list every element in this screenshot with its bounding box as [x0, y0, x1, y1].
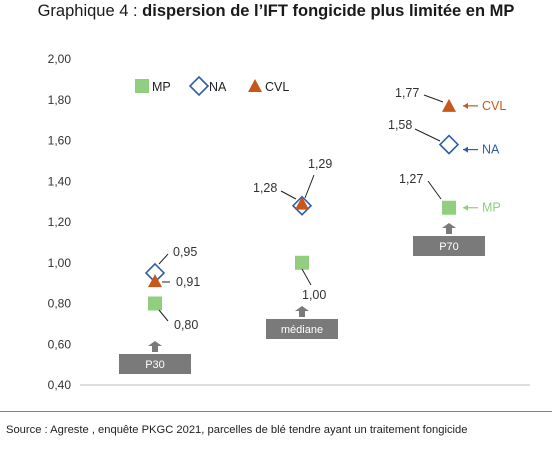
y-tick-label: 0,60	[48, 337, 72, 351]
up-arrow-icon	[442, 223, 456, 234]
legend-marker-mp	[135, 79, 149, 93]
y-tick-label: 1,20	[48, 215, 72, 229]
y-tick-label: 1,60	[48, 134, 72, 148]
data-label: 1,27	[399, 172, 423, 186]
point-cvl	[148, 274, 162, 288]
legend-marker-na	[188, 75, 210, 97]
leader-line	[423, 94, 444, 103]
arrow-label-na: NA	[482, 143, 500, 157]
data-label: 1,29	[308, 157, 332, 171]
data-label: 1,00	[302, 288, 326, 302]
source-divider	[0, 411, 552, 412]
point-mp	[442, 200, 456, 215]
leader-line	[158, 309, 169, 322]
source-note: Source : Agreste , enquête PKGC 2021, pa…	[6, 424, 468, 436]
data-label: 0,80	[174, 318, 198, 332]
arrow-head-icon	[463, 204, 468, 211]
category-box	[413, 236, 485, 256]
up-arrow-icon	[295, 306, 309, 317]
data-label: 0,95	[173, 245, 197, 259]
leader-line	[414, 128, 441, 142]
arrow-label-cvl: CVL	[482, 99, 506, 113]
y-tick-label: 0,40	[48, 378, 72, 392]
point-cvl	[295, 196, 309, 210]
chart-area: 0,40 0,60 0,80 1,00 1,20 1,40 1,60 1,80 2,00 MP NA…	[48, 52, 530, 392]
y-tick-label: 1,00	[48, 256, 72, 270]
category-label: médiane	[281, 324, 323, 336]
y-tick-label: 0,80	[48, 297, 72, 311]
leader-line	[427, 180, 442, 200]
legend-label-cvl: CVL	[265, 80, 289, 94]
leader-line	[301, 268, 312, 286]
data-label: 0,91	[176, 275, 200, 289]
leader-line	[304, 174, 315, 199]
legend-label-mp: MP	[152, 80, 171, 94]
chart-title-bold: dispersion de l’IFT fongicide plus limit…	[142, 2, 515, 20]
y-tick-label: 1,80	[48, 93, 72, 107]
point-cvl	[442, 98, 456, 112]
legend-marker-cvl	[248, 79, 262, 92]
category-box	[119, 354, 191, 374]
y-tick-label: 1,40	[48, 174, 72, 188]
arrow-head-icon	[463, 146, 468, 153]
data-label: 1,77	[395, 86, 419, 100]
leader-line	[280, 190, 297, 200]
chart-title: Graphique 4 : dispersion de l’IFT fongic…	[0, 2, 552, 21]
data-label: 1,28	[253, 181, 277, 195]
point-na	[438, 134, 460, 155]
legend-label-na: NA	[209, 80, 227, 94]
point-mp	[148, 296, 162, 311]
arrow-label-mp: MP	[482, 201, 501, 215]
category-label: P70	[439, 241, 459, 253]
up-arrow-icon	[148, 341, 162, 352]
y-tick-label: 2,00	[48, 52, 72, 66]
arrow-head-icon	[463, 102, 468, 109]
point-mp	[295, 255, 309, 270]
category-label: P30	[145, 359, 165, 371]
category-box	[266, 319, 338, 339]
chart-title-prefix: Graphique 4 :	[37, 2, 143, 20]
data-label: 1,58	[388, 118, 412, 132]
leader-line	[158, 253, 169, 265]
